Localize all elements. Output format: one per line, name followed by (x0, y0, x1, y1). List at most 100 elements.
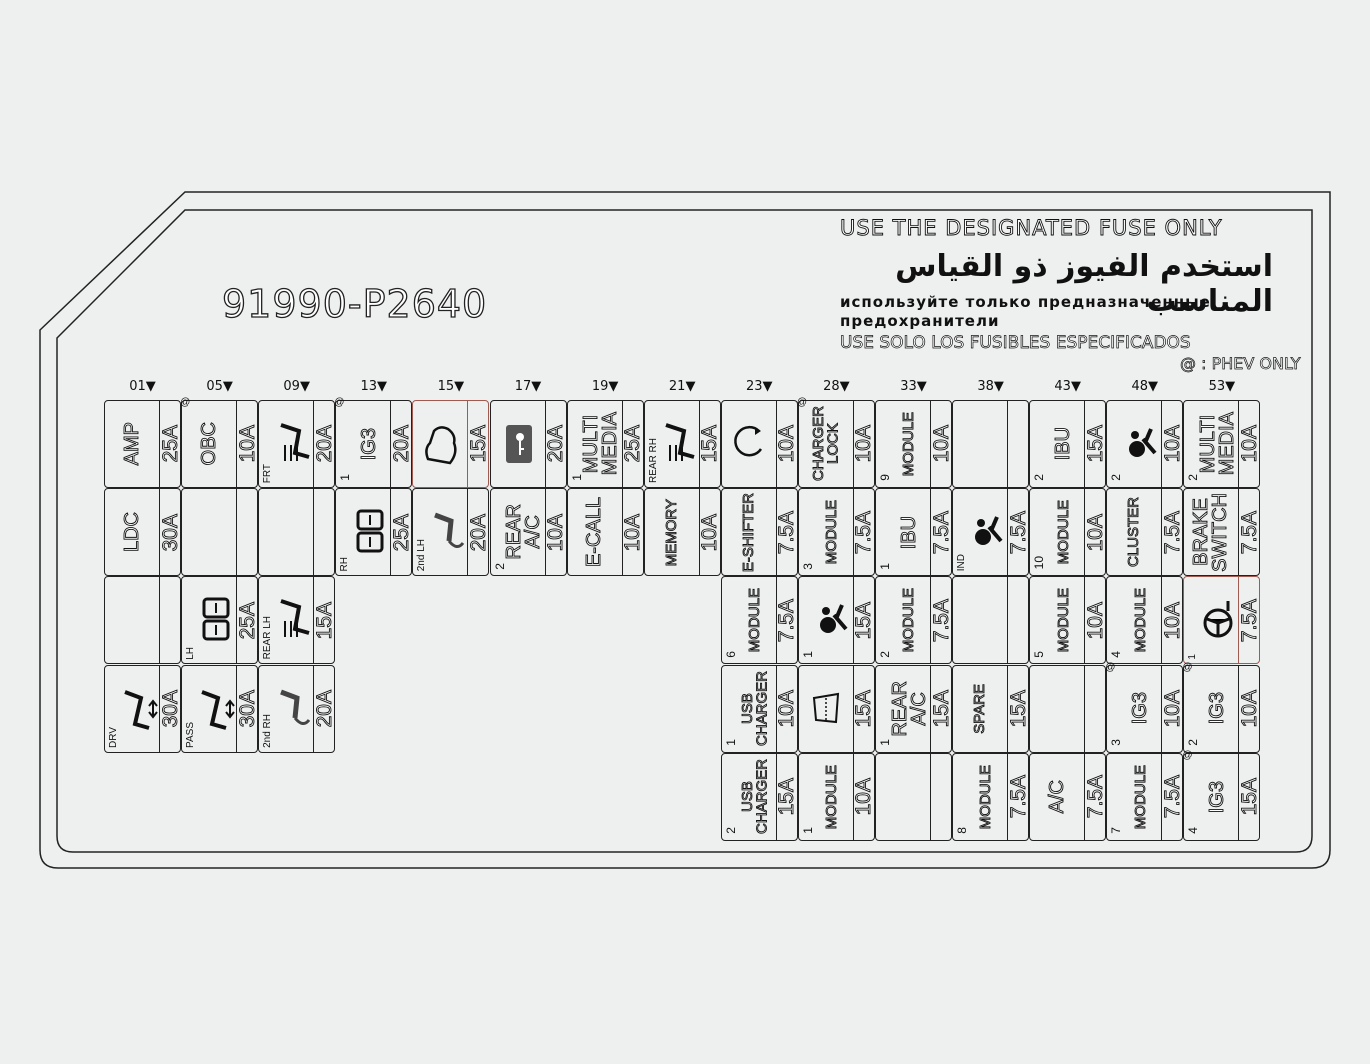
fuse-sub-label: 1 (1187, 653, 1199, 660)
fuse-rating: 15A (466, 425, 490, 463)
fuse-rating: 15A (1083, 425, 1107, 463)
fuse-slot: MODULE 2 7.5A (875, 576, 953, 665)
fuse-name: BRAKE SWITCH (1190, 492, 1232, 572)
fuse-slot: CHARGER LOCK @10A (797, 397, 876, 488)
fuse-rating-area: 10A (621, 489, 645, 575)
fuse-rating-area: 20A (544, 401, 568, 487)
steering-wheel-icon (1203, 601, 1233, 638)
fuse-rating: 10A (852, 425, 876, 463)
fuse-rating-area: 15A (852, 666, 876, 752)
column-number: 48▼ (1131, 379, 1159, 394)
fuse-rating: 10A (929, 425, 953, 463)
fuse-rating-area: 30A (235, 666, 259, 752)
fuse-slot (875, 752, 952, 841)
fuse-rating-area (1085, 666, 1106, 752)
fuse-label-area: IBU (1030, 401, 1086, 487)
fuse-label-area: A/C (1030, 753, 1086, 840)
fuse-label-area: REAR A/C (876, 665, 931, 752)
fuse-sub-label: 2nd RH (262, 713, 274, 748)
fuse-slot: OBC @10A (180, 397, 259, 488)
fuse-slot: MODULE 7 7.5A (1106, 752, 1184, 841)
fuse-label-area: E-CALL (568, 489, 623, 576)
fuse-rating: 15A (852, 689, 876, 728)
fuse-rating-area (1008, 577, 1029, 663)
fuse-index: 1 (878, 562, 892, 570)
fuse-slot: MODULE 10 10A (1029, 488, 1107, 577)
fuse-rating-area: 10A (1237, 401, 1261, 487)
fuse-rating-area: 7.5A (1083, 754, 1107, 840)
fuse-rating: 15A (698, 425, 722, 463)
fuse-slot: 20A (489, 400, 568, 488)
power-seat-icon (123, 689, 158, 730)
phev-marker: @ (334, 397, 345, 408)
fuse-index: 7 (1109, 827, 1124, 834)
fuse-rating-area (1008, 401, 1029, 487)
fuse-rating-area: 10A (852, 401, 876, 487)
column-number: 15▼ (437, 379, 465, 394)
fuse-rating: 10A (544, 513, 568, 551)
fuse-index: 1 (723, 738, 738, 746)
fuse-index: 1 (800, 650, 815, 658)
fuse-rating: 7.5A (775, 510, 799, 554)
fuse-rating-area: 25A (389, 489, 413, 575)
fuse-sub-label: IND (956, 553, 968, 572)
fuse-label-area: IG3 (336, 401, 392, 487)
fuse-index: 1 (878, 738, 892, 746)
fuse-name: MODULE (823, 764, 841, 829)
fuse-index: 2 (1032, 474, 1047, 481)
part-number: 91990-P2640 (221, 281, 488, 326)
seat-fold-icon (434, 512, 465, 549)
fuse-name: MODULE (1131, 588, 1149, 653)
fuse-rating: 10A (698, 513, 722, 551)
fuse-label-area (491, 401, 546, 487)
fuse-label-area: IG3 (1184, 665, 1240, 752)
fuse-sub-label: LH (185, 646, 197, 660)
fuse-rating-area: 10A (1083, 489, 1107, 575)
fuse-label-area (1184, 577, 1240, 664)
fuse-label-area: MEMORY (645, 489, 700, 576)
fuse-name: LDC (120, 512, 143, 553)
fuse-name: USB CHARGER (739, 671, 771, 747)
fuse-rating-area: 10A (1160, 577, 1184, 663)
fuse-rating-area: 10A (775, 401, 799, 487)
fuse-index: 9 (878, 474, 892, 481)
fuse-index: 10 (1032, 555, 1047, 570)
fuse-rating-area: 7.5A (1237, 489, 1261, 575)
fuse-index: 4 (1186, 827, 1201, 834)
fuse-label-area: CLUSTER (1107, 489, 1163, 576)
fuse-name: MULTI MEDIA (580, 412, 622, 476)
fuse-slot: USB CHARGER 2 15A (720, 752, 799, 841)
fuse-slot: MEMORY 10A (643, 488, 722, 577)
fuse-name: IBU (1052, 427, 1075, 461)
fuse-rating: 7.5A (1006, 775, 1030, 819)
fuse-label-area: MODULE (799, 489, 854, 576)
fuse-rating: 7.5A (1160, 775, 1184, 819)
fuse-rating: 10A (775, 689, 799, 728)
fuse-label-area (799, 665, 854, 752)
fuse-rating: 10A (1237, 425, 1261, 463)
fuse-rating-area: 10A (1083, 577, 1107, 663)
fuse-slot: 2 10A (1106, 400, 1184, 488)
phev-marker: @ (180, 397, 191, 408)
fuse-rating: 25A (389, 513, 413, 551)
fuse-index: 1 (800, 827, 815, 834)
fuse-label-area (413, 489, 469, 576)
fuse-label-area: AMP (105, 401, 160, 487)
fuse-index: 3 (1109, 738, 1124, 746)
fuse-label-area (259, 489, 315, 576)
fuse-label-area (1030, 665, 1086, 752)
fuse-label-area (413, 401, 469, 487)
fuse-index: 8 (955, 827, 970, 834)
fuse-slot: IG3 2 @10A (1182, 662, 1261, 753)
column-number: 09▼ (283, 379, 310, 394)
fuse-slot: REAR A/C 2 10A (489, 488, 568, 577)
fuse-sub-label: 2nd LH (416, 538, 428, 572)
warning-arabic: استخدم الفيوز ذو القياس المناسب (895, 249, 1273, 319)
fuse-rating: 20A (544, 425, 568, 463)
fuse-rating: 7.5A (775, 598, 799, 642)
fuse-rating-area: 10A (929, 401, 953, 487)
fuse-name: MODULE (1054, 588, 1072, 653)
fuse-rating: 10A (1160, 689, 1184, 728)
seat-heater-icon (280, 599, 310, 638)
